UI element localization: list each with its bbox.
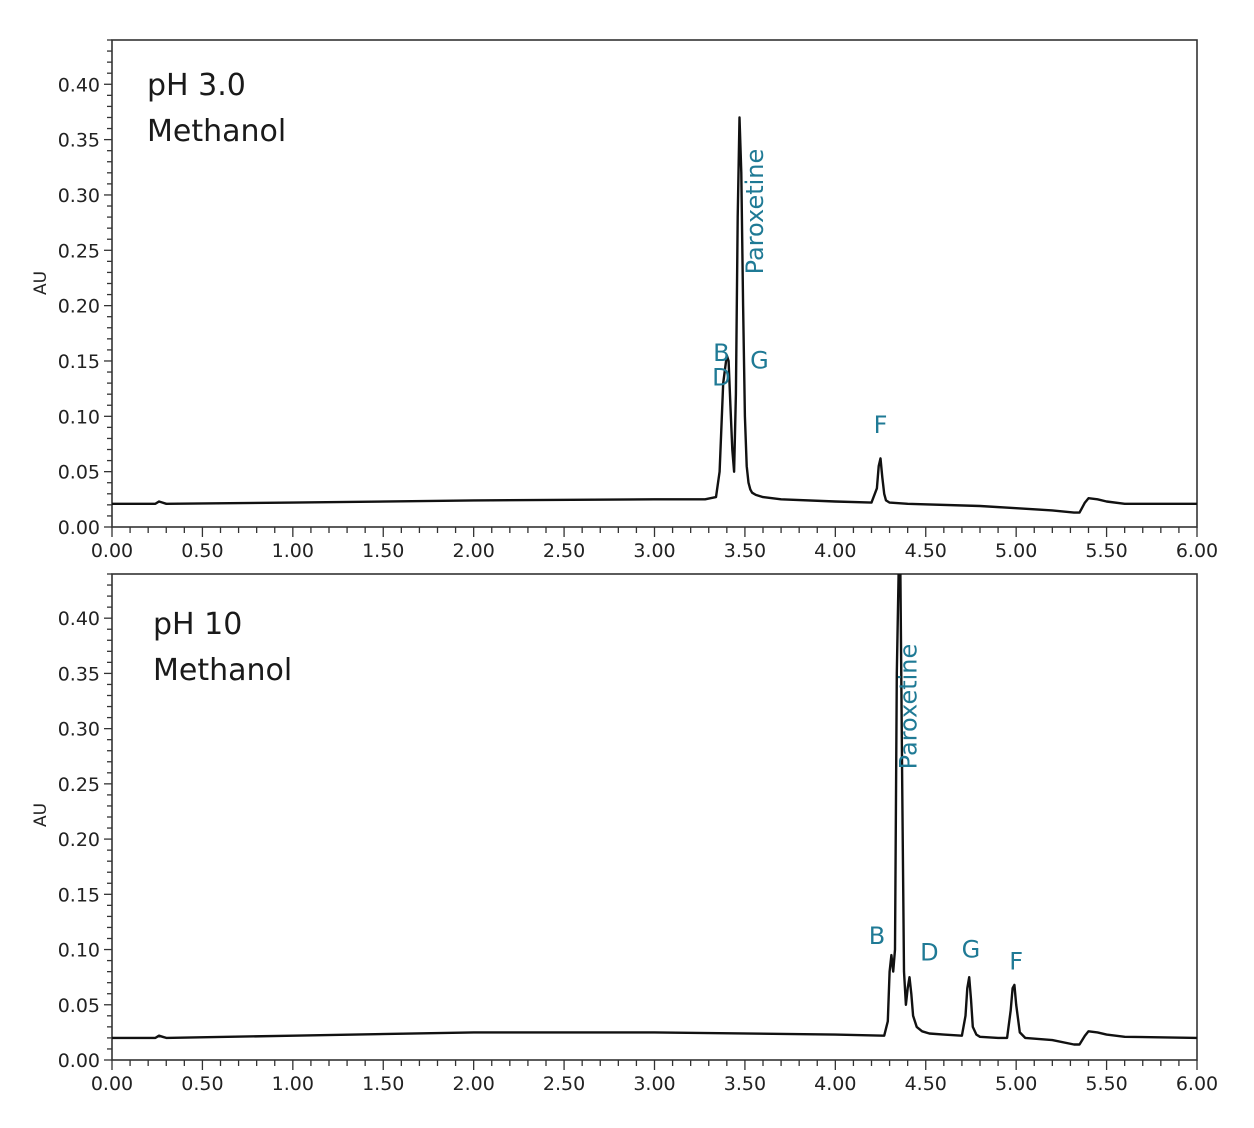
peak-label-f: F [1009, 947, 1023, 975]
x-tick-label: 5.00 [995, 1073, 1037, 1095]
x-tick-label: 3.00 [633, 1073, 675, 1095]
y-tick-label: 0.40 [58, 608, 100, 630]
y-tick-label: 0.05 [58, 462, 100, 484]
solvent-annotation: Methanol [153, 653, 292, 688]
x-tick-label: 4.00 [814, 540, 856, 562]
y-tick-label: 0.20 [58, 829, 100, 851]
y-tick-label: 0.25 [58, 240, 100, 262]
y-tick-label: 0.05 [58, 995, 100, 1017]
x-tick-label: 0.00 [91, 1073, 133, 1095]
x-tick-label: 3.00 [633, 540, 675, 562]
peak-label-b: B [869, 922, 885, 950]
peak-label-d: D [712, 363, 730, 391]
peak-label-paroxetine: Paroxetine [895, 644, 923, 770]
y-tick-label: 0.00 [58, 517, 100, 539]
y-tick-label: 0.40 [58, 74, 100, 96]
x-tick-label: 4.00 [814, 1073, 856, 1095]
x-tick-label: 1.00 [272, 540, 314, 562]
solvent-annotation: Methanol [147, 114, 286, 149]
x-tick-label: 5.00 [995, 540, 1037, 562]
chart-panel-2: 0.00 0.05 0.10 0.15 0.20 0.25 0.30 0.35 0.40 0.00… [31, 573, 1218, 1095]
chromatogram-trace [112, 574, 1197, 1046]
x-tick-label: 2.50 [543, 1073, 585, 1095]
chart-panel-1: 0.00 0.05 0.10 0.15 0.20 0.25 0.30 0.35 0.40 0.00… [31, 39, 1218, 562]
x-tick-label: 6.00 [1176, 540, 1218, 562]
x-tick-label: 2.50 [543, 540, 585, 562]
y-axis-label: AU [31, 271, 51, 295]
x-tick-label: 2.00 [453, 540, 495, 562]
chromatogram-trace [112, 116, 1197, 514]
y-tick-label: 0.15 [58, 884, 100, 906]
y-tick-label: 0.25 [58, 774, 100, 796]
peak-label-g: G [750, 347, 769, 375]
y-tick-label: 0.15 [58, 351, 100, 373]
x-tick-label: 0.50 [181, 1073, 223, 1095]
y-tick-label: 0.10 [58, 940, 100, 962]
peak-label-b: B [713, 339, 729, 367]
peak-label-d: D [920, 939, 938, 967]
y-tick-label: 0.35 [58, 130, 100, 152]
x-tick-label: 1.00 [272, 1073, 314, 1095]
plot-frame [111, 573, 1198, 1061]
peak-label-g: G [962, 935, 981, 963]
y-tick-label: 0.35 [58, 663, 100, 685]
x-tick-label: 4.50 [905, 540, 947, 562]
y-tick-label: 0.00 [58, 1050, 100, 1072]
ph-annotation: pH 10 [153, 607, 242, 642]
x-tick-label: 3.50 [724, 540, 766, 562]
peak-label-paroxetine: Paroxetine [741, 149, 769, 275]
y-tick-label: 0.10 [58, 406, 100, 428]
x-tick-label: 2.00 [453, 1073, 495, 1095]
x-tick-label: 5.50 [1085, 1073, 1127, 1095]
x-tick-label: 0.50 [181, 540, 223, 562]
x-tick-label: 4.50 [905, 1073, 947, 1095]
x-tick-label: 1.50 [362, 540, 404, 562]
x-tick-label: 3.50 [724, 1073, 766, 1095]
y-tick-label: 0.20 [58, 296, 100, 318]
y-axis-label: AU [31, 803, 51, 827]
x-tick-label: 5.50 [1085, 540, 1127, 562]
x-tick-label: 6.00 [1176, 1073, 1218, 1095]
x-tick-label: 1.50 [362, 1073, 404, 1095]
ph-annotation: pH 3.0 [147, 68, 246, 103]
y-tick-label: 0.30 [58, 185, 100, 207]
peak-label-f: F [874, 411, 888, 439]
y-tick-label: 0.30 [58, 719, 100, 741]
x-tick-label: 0.00 [91, 540, 133, 562]
